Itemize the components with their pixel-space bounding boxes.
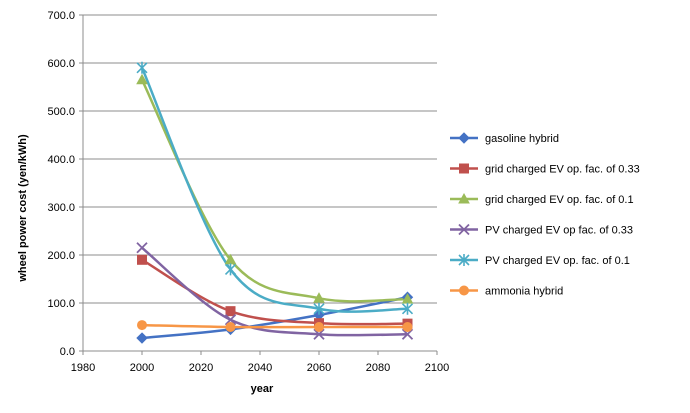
x-tick-label: 2040 — [248, 362, 272, 374]
legend-entry-1-label: gasoline hybrid — [485, 133, 559, 145]
series-4-point — [224, 314, 237, 326]
series-4-line — [141, 246, 408, 337]
y-tick-label: 400.0 — [47, 154, 75, 166]
legend-entry-4-marker — [458, 223, 470, 236]
legend-entry-5-marker — [458, 254, 470, 266]
series-4-point — [136, 242, 148, 254]
series-1-point — [136, 332, 148, 344]
y-tick-label: 0.0 — [60, 346, 75, 358]
y-tick-label: 500.0 — [47, 106, 75, 118]
legend-entry-2-marker — [459, 163, 469, 174]
legend-entry-1-marker — [458, 132, 470, 144]
x-tick-label: 2020 — [189, 362, 213, 374]
series-5-point — [224, 263, 237, 276]
legend-entry-3-marker — [458, 192, 470, 204]
series-3-point — [313, 292, 325, 303]
legend-entry-6-marker — [459, 285, 469, 296]
series-6-point — [225, 322, 236, 332]
legend-entry-2-label: grid charged EV op. fac. of 0.33 — [485, 164, 640, 176]
x-axis-title: year — [251, 383, 274, 395]
x-tick-label: 2080 — [366, 362, 390, 374]
x-tick-label: 2100 — [425, 362, 449, 374]
series-5-line — [140, 67, 408, 313]
x-tick-label: 2000 — [130, 362, 154, 374]
y-tick-label: 100.0 — [47, 298, 75, 310]
y-tick-label: 700.0 — [47, 10, 75, 22]
series-5-point — [136, 61, 148, 74]
legend-entry-5-label: PV charged EV op. fac. of 0.1 — [485, 255, 630, 267]
legend-entry-4-label: PV charged EV op fac. of 0.33 — [485, 225, 633, 237]
gridlines — [83, 14, 437, 304]
x-tick-label: 1980 — [71, 362, 95, 374]
legend-entry-3-label: grid charged EV op. fac. of 0.1 — [485, 194, 634, 206]
series-6-point — [314, 322, 324, 332]
series-5-point — [401, 302, 414, 315]
legend-entry-6-label: ammonia hybrid — [485, 286, 563, 298]
series-6-line — [141, 323, 408, 329]
x-tick-label: 2060 — [307, 362, 331, 374]
series-markers — [136, 61, 414, 344]
series-6-point — [137, 320, 147, 331]
x-axis-ticks: 1980 2000 2020 2040 2060 2080 2100 — [71, 351, 449, 374]
series-4-point — [401, 328, 414, 340]
y-tick-label: 300.0 — [47, 202, 75, 214]
y-tick-label: 200.0 — [47, 250, 75, 262]
series-4-point — [313, 328, 325, 340]
series-2-line — [141, 258, 408, 326]
series-2-point — [225, 306, 236, 317]
y-axis-title: wheel power cost (yen/kWh) — [17, 134, 29, 283]
series-6-point — [402, 322, 413, 332]
y-tick-label: 600.0 — [47, 58, 75, 70]
y-axis-ticks: 0.0 100.0 200.0 300.0 400.0 500.0 600.0 700.0 — [47, 10, 83, 358]
series-2-point — [137, 254, 147, 265]
legend: gasoline hybrid grid charged EV op. fac. … — [450, 132, 640, 298]
series-lines — [140, 67, 408, 340]
series-5-point — [313, 302, 325, 315]
series-3-point — [136, 73, 148, 85]
series-3-line — [140, 79, 408, 303]
series-1-line — [141, 296, 408, 340]
